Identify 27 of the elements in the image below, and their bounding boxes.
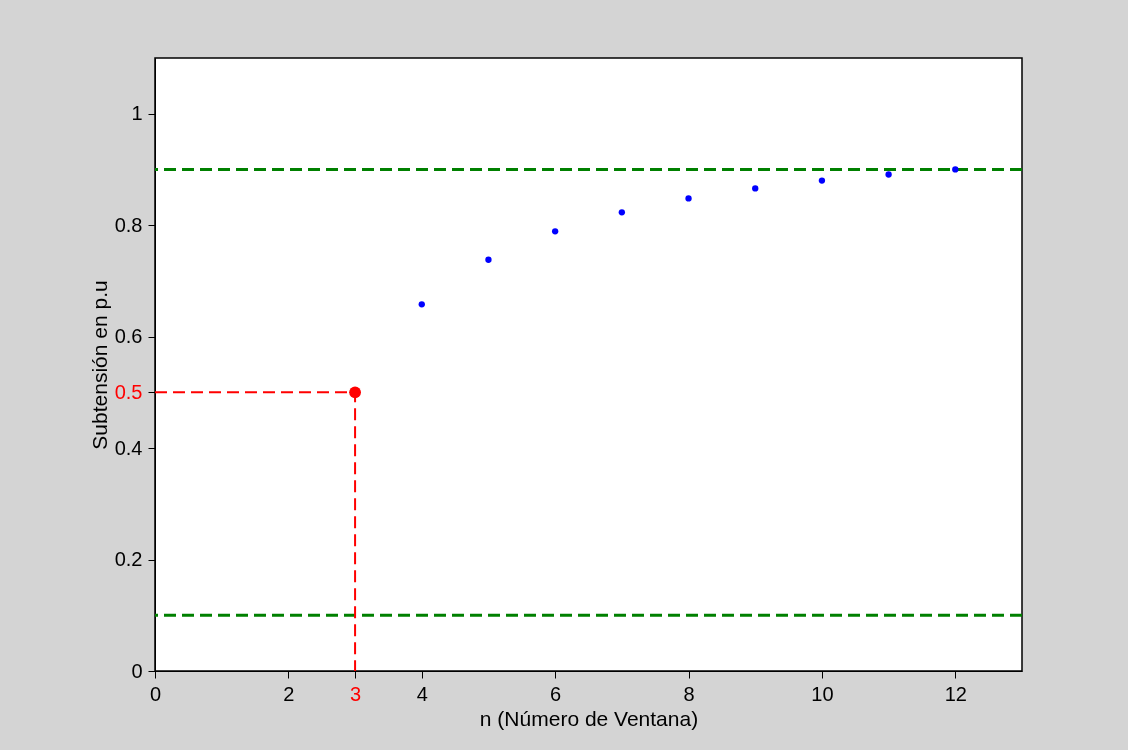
x-axis-title: n (Número de Ventana) <box>479 706 699 730</box>
x-tick-label: 0 <box>149 682 162 705</box>
point <box>818 177 826 184</box>
point <box>418 301 425 308</box>
point <box>685 195 692 202</box>
y-tick-label: 0.8 <box>114 213 143 236</box>
point <box>952 166 959 173</box>
point <box>885 171 892 178</box>
y-axis-title: Subtensión en p.u <box>87 280 111 450</box>
y-tick-label: 0.2 <box>114 548 143 571</box>
point <box>752 185 759 192</box>
point <box>618 209 626 216</box>
point <box>551 228 559 235</box>
x-tick-label: 3 <box>350 682 362 705</box>
point <box>485 256 492 263</box>
y-tick-label: 0.4 <box>114 436 143 459</box>
y-tick-label: 0.5 <box>114 380 143 403</box>
x-tick-label: 12 <box>944 682 967 705</box>
y-tick-label: 0.6 <box>114 325 143 348</box>
x-tick-label: 4 <box>416 682 428 705</box>
x-tick-label: 6 <box>550 682 562 705</box>
point <box>349 386 361 399</box>
x-tick-label: 8 <box>683 682 695 705</box>
x-tick-label: 2 <box>283 682 295 705</box>
y-tick-label: 1 <box>131 102 143 125</box>
y-tick-label: 0 <box>131 659 143 682</box>
x-tick-label: 10 <box>811 682 834 705</box>
